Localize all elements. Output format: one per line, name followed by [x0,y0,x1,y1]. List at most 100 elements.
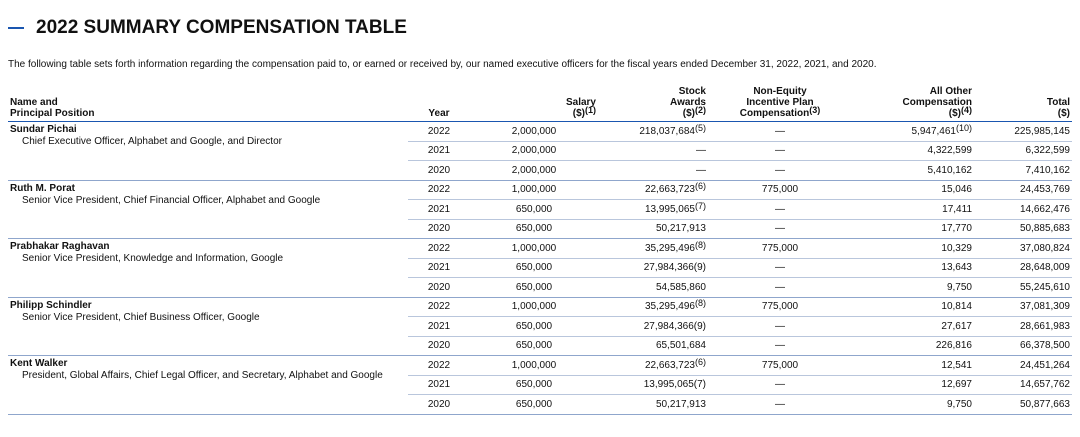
cell-value: 37,081,309 [1019,301,1070,313]
value-cell: 15,046 [842,180,1002,200]
cell-value: 50,885,683 [1019,223,1070,235]
cell-value: 2022 [427,125,451,137]
cell-value: — [775,125,785,137]
value-cell: — [718,199,842,220]
cell-value: 28,661,983 [1019,320,1070,332]
cell-value: — [775,164,785,176]
cell-value: — [775,223,785,235]
cell-value: 4,322,599 [927,145,973,157]
data-row: 2021 650,000 27,984,366(9) — 27,617 28,661,98… [8,316,1072,337]
officer-position: Senior Vice President, Knowledge and Inf… [22,253,284,264]
data-row: 2020 2,000,000 — — 5,410,162 7,410,162 [8,160,1072,181]
cell-value: 650,000 [515,340,553,352]
footnote-ref: (8) [695,239,706,250]
value-cell: 2022 [408,121,470,142]
cell-value: 218,037,684 [639,125,695,137]
cell-value: 2020 [427,223,451,235]
table-body: Sundar Pichai Chief Executive Officer, Al… [8,121,1072,415]
header-line: All Other [929,86,972,97]
cell-value: — [775,262,785,274]
value-cell: 4,322,599 [842,141,1002,161]
value-cell: — [718,121,842,142]
cell-value: 2020 [427,281,451,293]
value-cell: 775,000 [718,238,842,259]
value-cell: — [718,336,842,356]
footnote-ref: (3) [809,105,821,115]
cell-value: 10,814 [941,301,972,313]
cell-value: 35,295,496 [644,301,695,313]
value-cell: 14,657,762 [1002,375,1072,395]
value-cell: — [718,219,842,239]
value-cell: 27,984,366(9) [598,316,718,337]
cell-value: 2021 [427,203,451,215]
column-header: Stock Awards ($)(2) [598,86,718,122]
footnote-ref: (5) [695,122,706,133]
cell-value: 2020 [427,340,451,352]
data-row: Philipp Schindler Senior Vice President, … [8,297,1072,356]
cell-value: 50,877,663 [1019,398,1070,410]
column-header: Non-Equity Incentive Plan Compensation(3) [718,86,842,122]
cell-value: 14,662,476 [1019,203,1070,215]
value-cell: 650,000 [470,199,598,220]
value-cell: 2020 [408,394,470,415]
value-cell: 9,750 [842,277,1002,298]
header-line: Incentive Plan [746,97,814,108]
officer-name: Philipp Schindler [10,299,92,311]
officer-position: Senior Vice President, Chief Business Of… [22,311,260,323]
footnote-ref: (1) [585,105,596,115]
officer-cell: Sundar Pichai Chief Executive Officer, Al… [8,121,408,181]
value-cell: 775,000 [718,297,842,317]
value-cell: 2020 [408,277,470,298]
cell-value: 1,000,000 [511,301,557,313]
data-row: Sundar Pichai Chief Executive Officer, Al… [8,121,1072,181]
value-cell: 6,322,599 [1002,141,1072,161]
cell-value: 775,000 [761,301,799,313]
footnote-ref: (4) [961,105,972,115]
value-cell: 650,000 [470,394,598,415]
cell-value: 13,643 [941,262,972,274]
cell-value: 775,000 [761,242,799,254]
cell-value: — [775,145,785,157]
cell-value: — [775,203,785,215]
value-cell: 2022 [408,297,470,317]
cell-value: 22,663,723 [644,184,695,196]
value-cell: 54,585,860 [598,277,718,298]
officer-cell: Philipp Schindler Senior Vice President, … [8,297,408,356]
value-cell: 50,217,913 [598,219,718,239]
value-cell: 1,000,000 [470,297,598,317]
cell-value: 28,648,009 [1019,262,1070,274]
value-cell: 12,697 [842,375,1002,395]
value-cell: 10,329 [842,238,1002,259]
title: 2022 SUMMARY COMPENSATION TABLE [36,17,407,38]
value-cell: 650,000 [470,375,598,395]
cell-value: 226,816 [935,340,972,352]
cell-value: 6,322,599 [1025,145,1071,157]
value-cell: 2022 [408,355,470,376]
value-cell: 24,451,264 [1002,355,1072,376]
cell-value: 2,000,000 [511,164,557,176]
cell-value: 13,995,065(7) [643,379,706,391]
cell-value: 2021 [427,262,451,274]
cell-value: — [696,145,706,157]
cell-value: 775,000 [761,359,799,371]
cell-value: — [775,340,785,352]
officer-cell: Ruth M. Porat Senior Vice President, Chie… [8,180,408,239]
data-row: 2021 650,000 13,995,065(7) — 12,697 14,657,76… [8,375,1072,395]
header-line: Stock [678,86,706,97]
cell-value: 15,046 [941,184,972,196]
value-cell: 13,643 [842,258,1002,278]
cell-value: 650,000 [515,203,553,215]
cell-value: 2020 [427,398,451,410]
cell-value: 5,410,162 [927,164,973,176]
officer-name: Prabhakar Raghavan [10,241,110,252]
value-cell: 2021 [408,141,470,161]
value-cell: — [718,375,842,395]
value-cell: 2020 [408,160,470,181]
value-cell: 2021 [408,258,470,278]
compensation-table: Name and Principal Position Year Salary ($)(… [8,86,1072,415]
cell-value: 22,663,723 [644,359,695,371]
data-row: 2021 2,000,000 — — 4,322,599 6,322,599 [8,141,1072,161]
value-cell: 650,000 [470,316,598,337]
value-cell: 650,000 [470,219,598,239]
cell-value: 50,217,913 [655,223,706,235]
